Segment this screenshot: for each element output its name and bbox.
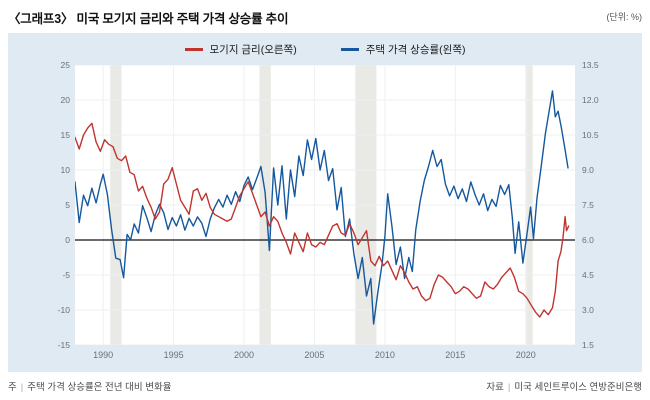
x-axis-tick: 1990	[93, 350, 114, 360]
left-axis-tick: 0	[65, 235, 70, 245]
left-axis-tick: 20	[60, 95, 70, 105]
right-axis-tick: 1.5	[582, 340, 594, 350]
left-axis-tick: -5	[62, 270, 70, 280]
house-price-line	[75, 90, 569, 325]
right-axis-tick: 7.5	[582, 200, 594, 210]
plot-area	[75, 65, 575, 345]
x-axis-tick: 1995	[163, 350, 184, 360]
x-axis-tick: 2015	[445, 350, 466, 360]
chart-svg	[75, 65, 575, 345]
mortgage-rate-line	[75, 122, 570, 318]
right-axis-tick: 13.5	[582, 60, 599, 70]
chart-title: 〈그래프3〉 미국 모기지 금리와 주택 가격 상승률 추이	[8, 12, 289, 26]
note-text: 주 | 주택 가격 상승률은 전년 대비 변화율	[8, 382, 172, 393]
right-axis-tick: 4.5	[582, 270, 594, 280]
legend-label-house-price: 주택 가격 상승률(왼쪽)	[365, 44, 466, 56]
left-axis-tick: -15	[57, 340, 70, 350]
mortgage-rate-swatch	[184, 48, 203, 51]
right-axis-tick: 12.0	[582, 95, 599, 105]
chart-footer: 주 | 주택 가격 상승률은 전년 대비 변화율 자료 | 미국 세인트루이스 연방준비…	[8, 379, 642, 393]
source-text: 자료 | 미국 세인트루이스 연방준비은행	[486, 382, 642, 393]
x-axis-tick: 2005	[304, 350, 325, 360]
right-axis-tick: 10.5	[582, 130, 599, 140]
chart-header: 〈그래프3〉 미국 모기지 금리와 주택 가격 상승률 추이 (단위: %)	[8, 8, 642, 30]
left-axis-tick: 25	[60, 60, 70, 70]
left-axis-tick: 5	[65, 200, 70, 210]
right-axis-tick: 9.0	[582, 165, 594, 175]
chart-panel: 모기지 금리(오른쪽) 주택 가격 상승률(왼쪽) 25 20 15 10 5 0 -5 -1…	[8, 33, 642, 372]
x-axis-tick: 2010	[374, 350, 395, 360]
left-axis-tick: 15	[60, 130, 70, 140]
x-axis-tick: 2020	[515, 350, 536, 360]
unit-label: (단위: %)	[606, 12, 642, 22]
right-axis-tick: 3.0	[582, 305, 594, 315]
left-axis-tick: -10	[57, 305, 70, 315]
x-axis-tick: 2000	[233, 350, 255, 360]
chart-legend: 모기지 금리(오른쪽) 주택 가격 상승률(왼쪽)	[8, 42, 642, 57]
legend-item-mortgage-rate: 모기지 금리(오른쪽)	[184, 42, 297, 57]
right-axis-tick: 6.0	[582, 235, 594, 245]
left-axis-tick: 10	[60, 165, 70, 175]
house-price-swatch	[340, 48, 359, 51]
legend-label-mortgage-rate: 모기지 금리(오른쪽)	[209, 44, 297, 56]
legend-item-house-price: 주택 가격 상승률(왼쪽)	[340, 42, 466, 57]
